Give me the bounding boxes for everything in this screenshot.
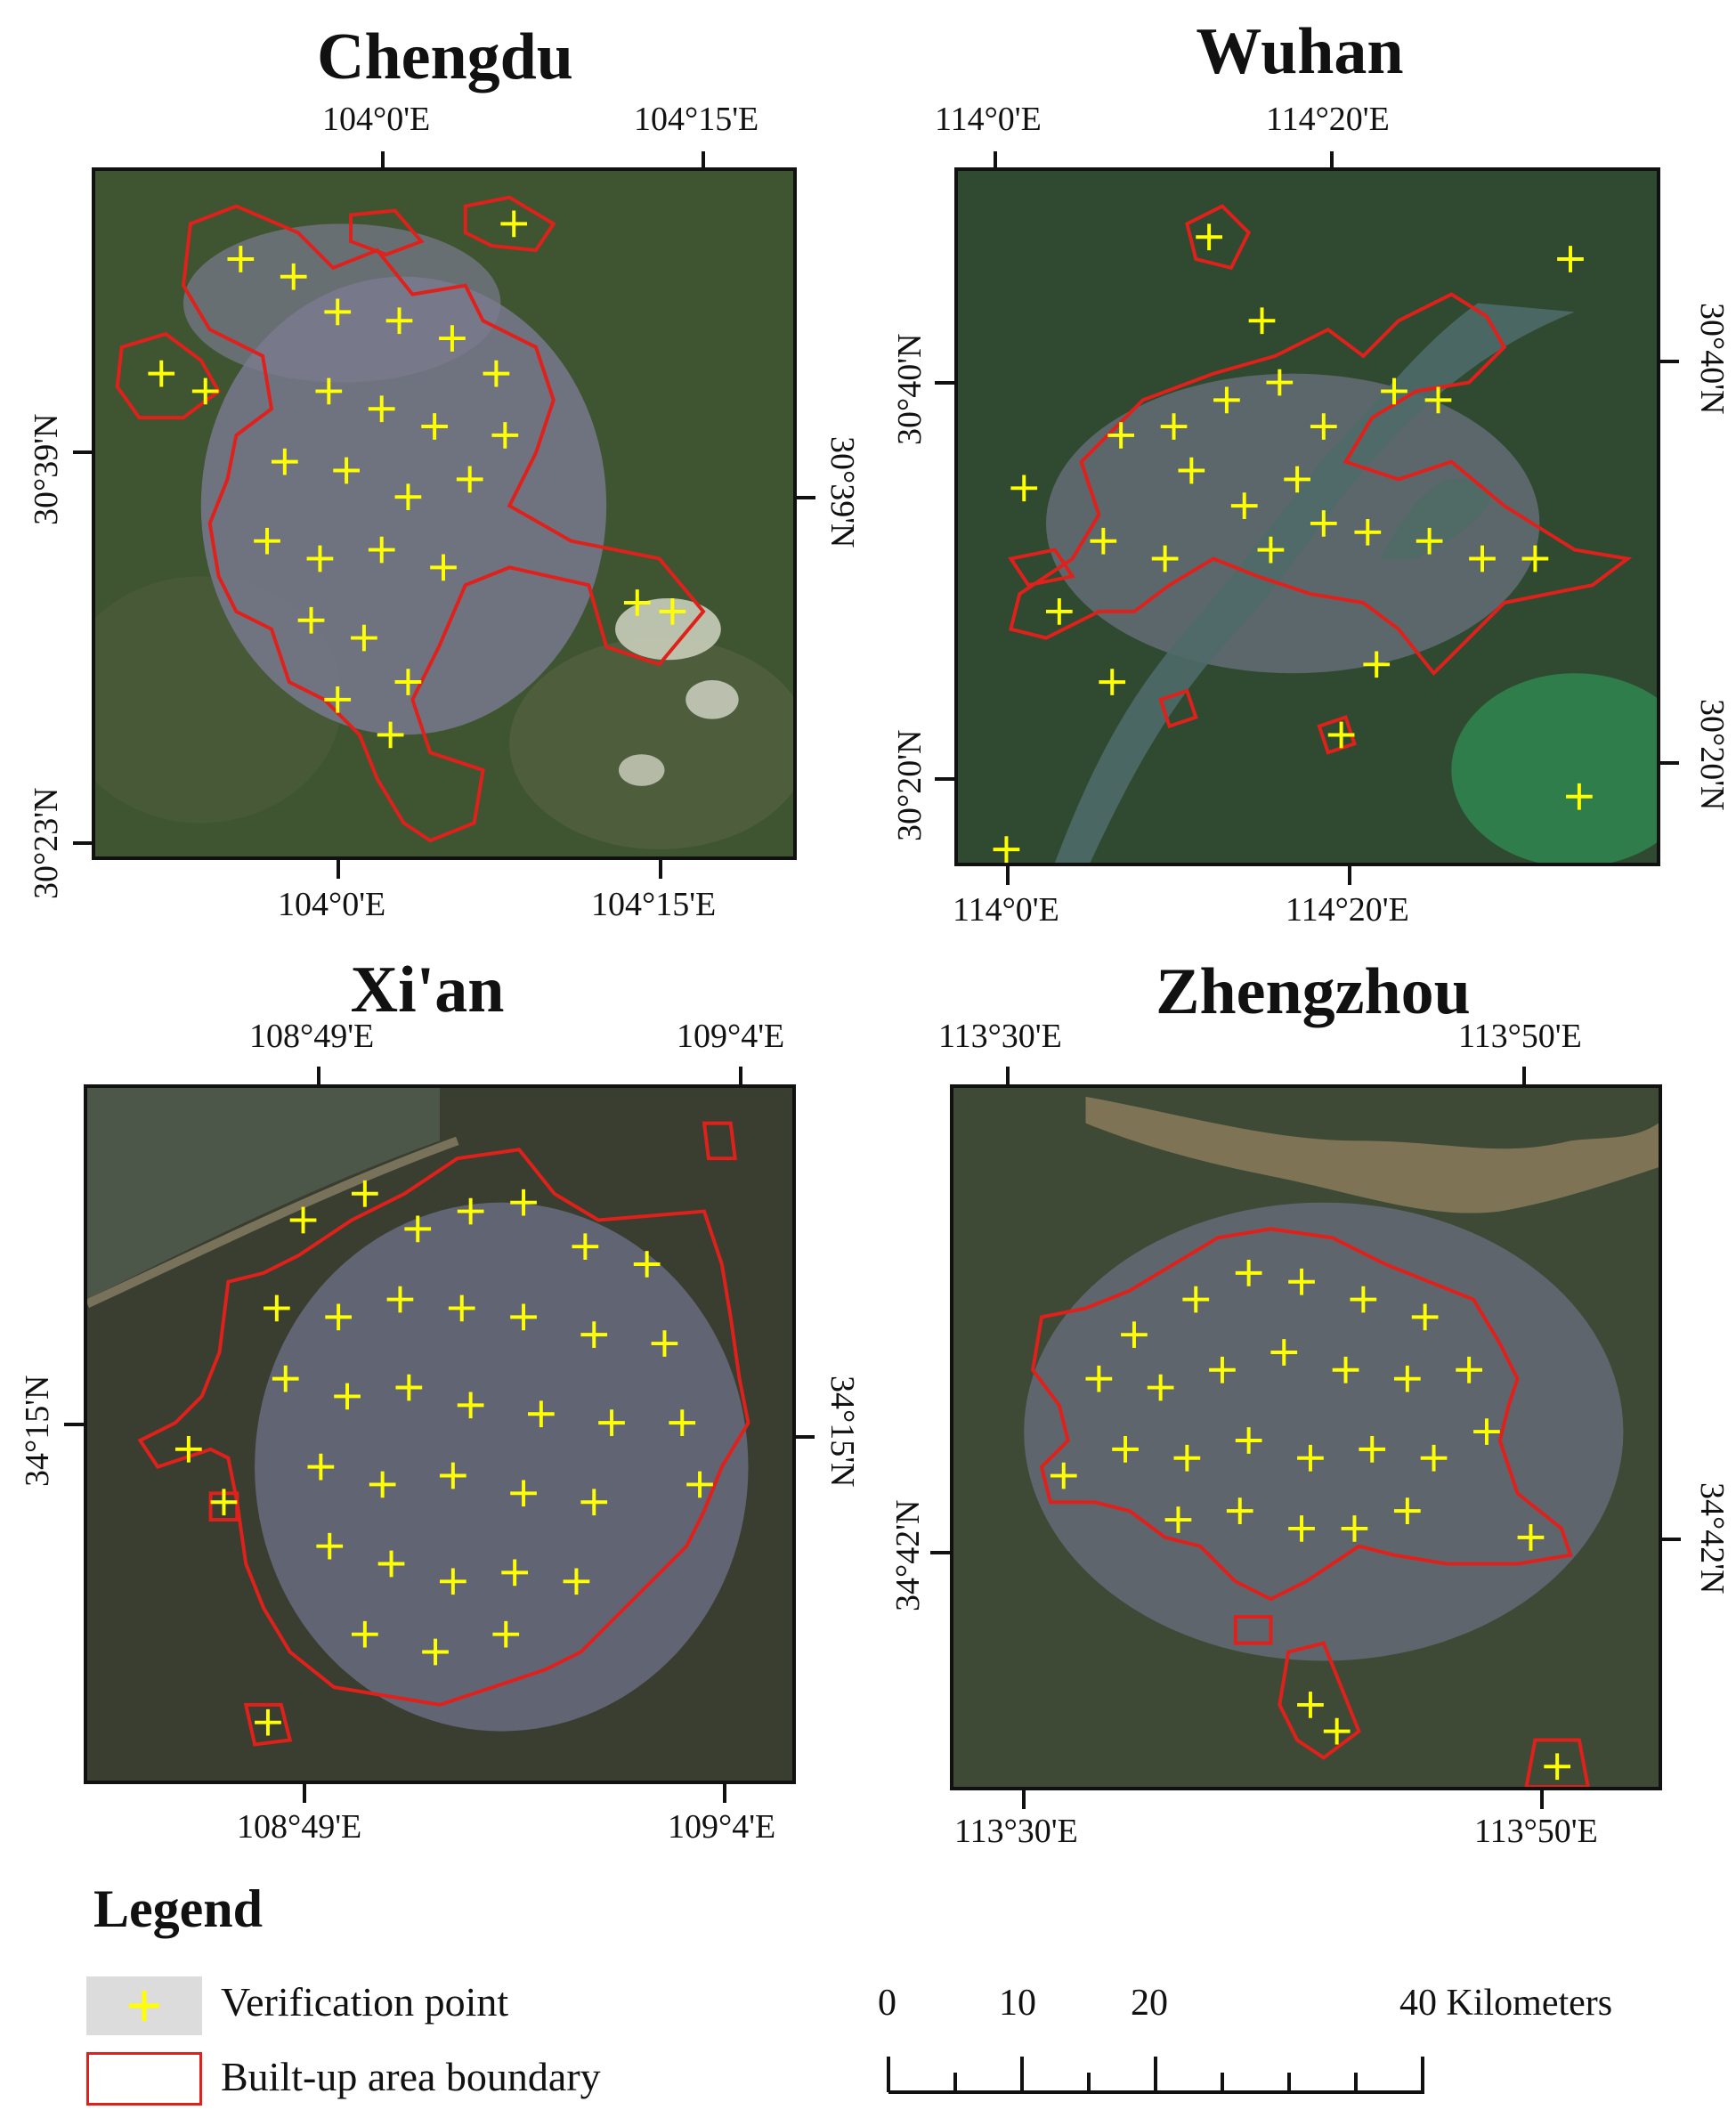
map-title: Xi'an — [350, 954, 505, 1027]
satellite-image — [953, 1088, 1659, 1787]
tick-mark — [73, 450, 93, 454]
scale-label: 20 — [1131, 1983, 1168, 2024]
bottom-tick-label: 114°20'E — [1286, 891, 1409, 929]
top-tick-label: 113°30'E — [938, 1018, 1062, 1055]
right-tick-label: 30°40'N — [1693, 303, 1731, 415]
tick-mark — [73, 841, 93, 845]
right-tick-label: 30°39'N — [823, 436, 861, 548]
tick-mark — [994, 151, 997, 171]
map-frame — [954, 167, 1660, 866]
left-tick-label: 30°23'N — [28, 787, 65, 900]
top-tick-label: 114°20'E — [1266, 101, 1390, 138]
yellow-cross-icon — [129, 1991, 159, 2021]
left-tick-label: 30°39'N — [28, 413, 65, 526]
map-frame — [950, 1084, 1662, 1790]
verification-points — [175, 1180, 713, 1736]
map-frame — [92, 167, 797, 860]
map-title: Zhengzhou — [1156, 955, 1471, 1028]
left-tick-label: 34°15'N — [19, 1375, 56, 1488]
bottom-tick-label: 109°4'E — [668, 1808, 776, 1846]
scale-label: 10 — [999, 1983, 1036, 2024]
tick-mark — [659, 859, 662, 879]
tick-mark — [1659, 761, 1679, 765]
tick-mark — [1661, 1538, 1681, 1541]
tick-mark — [930, 1551, 950, 1554]
legend-title: Legend — [93, 1879, 264, 1938]
scale-label: 40 Kilometers — [1399, 1983, 1613, 2024]
tick-mark — [935, 777, 954, 781]
boundary-swatch — [86, 2052, 202, 2106]
tick-mark — [1022, 1789, 1026, 1809]
top-tick-label: 113°50'E — [1458, 1018, 1582, 1055]
tick-mark — [796, 496, 815, 499]
top-tick-label: 109°4'E — [677, 1018, 785, 1055]
tick-mark — [935, 381, 954, 385]
tick-mark — [64, 1423, 84, 1426]
left-tick-label: 30°20'N — [891, 729, 929, 842]
tick-mark — [795, 1435, 815, 1439]
top-tick-label: 114°0'E — [935, 101, 1042, 138]
tick-mark — [1659, 360, 1679, 363]
scale-label: 0 — [878, 1983, 896, 2024]
map-frame — [84, 1084, 796, 1784]
tick-mark — [723, 1783, 726, 1803]
top-tick-label: 104°15'E — [634, 101, 759, 138]
verification-point-swatch — [86, 1976, 202, 2035]
tick-mark — [317, 1067, 320, 1086]
tick-mark — [1522, 1067, 1526, 1086]
tick-mark — [1348, 865, 1351, 885]
tick-mark — [1006, 1067, 1010, 1086]
bottom-tick-label: 108°49'E — [237, 1808, 362, 1846]
bottom-tick-label: 104°0'E — [278, 886, 386, 923]
top-tick-label: 104°0'E — [322, 101, 431, 138]
tick-mark — [381, 151, 385, 171]
tick-mark — [739, 1067, 742, 1086]
left-tick-label: 34°42'N — [889, 1499, 927, 1612]
top-tick-label: 108°49'E — [249, 1018, 375, 1055]
legend-item-label: Verification point — [221, 1979, 509, 2025]
satellite-image — [958, 171, 1657, 863]
verification-points — [993, 223, 1593, 863]
right-tick-label: 34°42'N — [1693, 1482, 1731, 1595]
tick-mark — [1540, 1789, 1544, 1809]
bottom-tick-label: 113°30'E — [954, 1813, 1078, 1850]
left-tick-label: 30°40'N — [891, 333, 929, 446]
tick-mark — [303, 1783, 306, 1803]
map-title: Wuhan — [1196, 15, 1404, 88]
bottom-tick-label: 114°0'E — [953, 891, 1059, 929]
tick-mark — [702, 151, 705, 171]
right-tick-label: 34°15'N — [823, 1375, 861, 1488]
scale-bar-graphic — [887, 2057, 1424, 2094]
verification-points — [1050, 1260, 1570, 1781]
map-title: Chengdu — [317, 20, 573, 93]
legend-item-label: Built-up area boundary — [221, 2054, 601, 2099]
satellite-image — [87, 1088, 792, 1781]
bottom-tick-label: 104°15'E — [591, 886, 717, 923]
tick-mark — [1006, 865, 1010, 885]
satellite-image — [95, 171, 793, 856]
bottom-tick-label: 113°50'E — [1474, 1813, 1598, 1850]
right-tick-label: 30°20'N — [1693, 699, 1731, 811]
tick-mark — [337, 859, 340, 879]
tick-mark — [1330, 151, 1334, 171]
verification-points — [148, 210, 686, 749]
